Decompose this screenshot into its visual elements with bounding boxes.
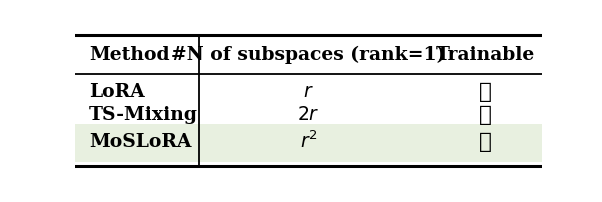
Text: LoRA: LoRA [89,83,145,101]
Text: ✓: ✓ [479,131,492,153]
Text: Method: Method [89,46,170,64]
FancyBboxPatch shape [75,124,542,162]
Text: MoSLoRA: MoSLoRA [89,133,191,151]
Text: TS-Mixing: TS-Mixing [89,106,198,124]
Text: ✗: ✗ [479,81,492,103]
Text: $r$: $r$ [303,83,314,101]
Text: $r^{2}$: $r^{2}$ [300,131,317,153]
Text: ✗: ✗ [479,104,492,126]
Text: $2r$: $2r$ [297,106,320,124]
Text: Trainable: Trainable [436,46,535,64]
Text: #N of subspaces (rank=1): #N of subspaces (rank=1) [172,46,445,64]
